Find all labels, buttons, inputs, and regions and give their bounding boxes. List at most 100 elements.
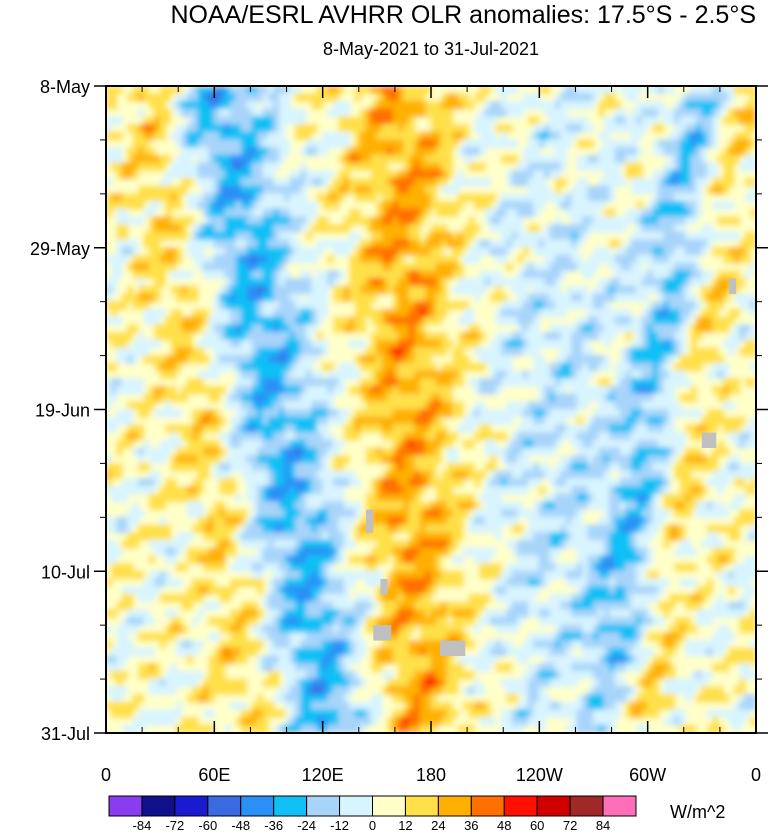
anomaly-cell: [446, 339, 454, 349]
anomaly-cell: [148, 393, 156, 403]
anomaly-cell: [544, 185, 551, 195]
anomaly-cell: [235, 424, 242, 434]
anomaly-cell: [338, 224, 345, 233]
anomaly-cell: [430, 162, 437, 172]
anomaly-cell: [468, 424, 475, 434]
anomaly-cell: [750, 231, 756, 241]
anomaly-cell: [165, 493, 172, 503]
anomaly-cell: [197, 378, 204, 387]
anomaly-cell: [663, 501, 670, 511]
anomaly-cell: [419, 270, 427, 280]
anomaly-cell: [565, 224, 573, 233]
anomaly-cell: [240, 216, 248, 226]
anomaly-cell: [430, 308, 437, 318]
anomaly-cell: [630, 162, 638, 172]
anomaly-cell: [674, 439, 681, 449]
anomaly-cell: [560, 86, 567, 95]
anomaly-cell: [647, 116, 654, 126]
anomaly-cell: [197, 147, 204, 156]
anomaly-cell: [143, 131, 150, 141]
anomaly-cell: [511, 177, 519, 187]
anomaly-cell: [652, 378, 659, 387]
anomaly-cell: [582, 93, 589, 102]
anomaly-cell: [387, 370, 394, 380]
anomaly-cell: [663, 185, 670, 195]
anomaly-cell: [365, 493, 372, 503]
anomaly-cell: [733, 231, 741, 241]
anomaly-cell: [251, 201, 259, 210]
anomaly-cell: [165, 355, 172, 364]
anomaly-cell: [506, 239, 513, 249]
anomaly-cell: [652, 193, 659, 203]
anomaly-cell: [381, 254, 389, 264]
anomaly-cell: [528, 278, 535, 287]
anomaly-cell: [457, 170, 464, 179]
anomaly-cell: [175, 455, 183, 464]
anomaly-cell: [246, 424, 253, 434]
anomaly-cell: [647, 86, 654, 95]
anomaly-cell: [647, 331, 654, 341]
anomaly-cell: [278, 254, 286, 264]
anomaly-cell: [544, 378, 551, 387]
anomaly-cell: [262, 462, 269, 472]
anomaly-cell: [652, 201, 659, 210]
anomaly-cell: [132, 147, 139, 156]
anomaly-cell: [419, 170, 427, 179]
anomaly-cell: [322, 393, 329, 403]
anomaly-cell: [224, 239, 232, 249]
anomaly-cell: [116, 147, 123, 156]
anomaly-cell: [446, 231, 454, 241]
anomaly-cell: [138, 108, 145, 118]
anomaly-cell: [343, 124, 351, 133]
anomaly-cell: [192, 147, 199, 156]
anomaly-cell: [723, 447, 730, 457]
anomaly-cell: [333, 486, 340, 495]
anomaly-cell: [143, 254, 150, 264]
anomaly-cell: [582, 447, 589, 457]
anomaly-cell: [251, 270, 259, 280]
anomaly-cell: [630, 478, 638, 488]
anomaly-cell: [203, 139, 210, 149]
anomaly-cell: [647, 370, 654, 380]
anomaly-cell: [159, 393, 167, 403]
anomaly-cell: [538, 278, 546, 287]
anomaly-cell: [230, 270, 237, 280]
anomaly-cell: [110, 162, 118, 172]
anomaly-cell: [257, 393, 264, 403]
anomaly-cell: [138, 486, 145, 495]
anomaly-cell: [522, 439, 529, 449]
anomaly-cell: [695, 493, 703, 503]
anomaly-cell: [555, 224, 562, 233]
anomaly-cell: [668, 339, 676, 349]
anomaly-cell: [609, 254, 616, 264]
anomaly-cell: [257, 285, 264, 295]
anomaly-cell: [587, 185, 594, 195]
anomaly-cell: [311, 393, 318, 403]
anomaly-cell: [360, 239, 367, 249]
anomaly-cell: [490, 447, 497, 457]
anomaly-cell: [663, 285, 670, 295]
anomaly-cell: [625, 331, 632, 341]
anomaly-cell: [495, 278, 502, 287]
anomaly-cell: [262, 170, 269, 179]
anomaly-cell: [571, 301, 578, 310]
anomaly-cell: [316, 285, 324, 295]
anomaly-cell: [192, 486, 199, 495]
anomaly-cell: [582, 216, 589, 226]
anomaly-cell: [305, 316, 313, 326]
anomaly-cell: [165, 177, 172, 187]
anomaly-cell: [658, 239, 665, 249]
anomaly-cell: [723, 293, 730, 303]
anomaly-cell: [712, 124, 719, 133]
anomaly-cell: [587, 424, 594, 434]
anomaly-cell: [246, 324, 253, 333]
anomaly-cell: [381, 231, 389, 241]
anomaly-cell: [170, 478, 177, 488]
anomaly-cell: [370, 147, 378, 156]
anomaly-cell: [354, 162, 362, 172]
anomaly-cell: [522, 154, 529, 164]
anomaly-cell: [555, 116, 562, 126]
anomaly-cell: [392, 470, 399, 480]
anomaly-cell: [311, 324, 318, 333]
anomaly-cell: [148, 501, 156, 511]
